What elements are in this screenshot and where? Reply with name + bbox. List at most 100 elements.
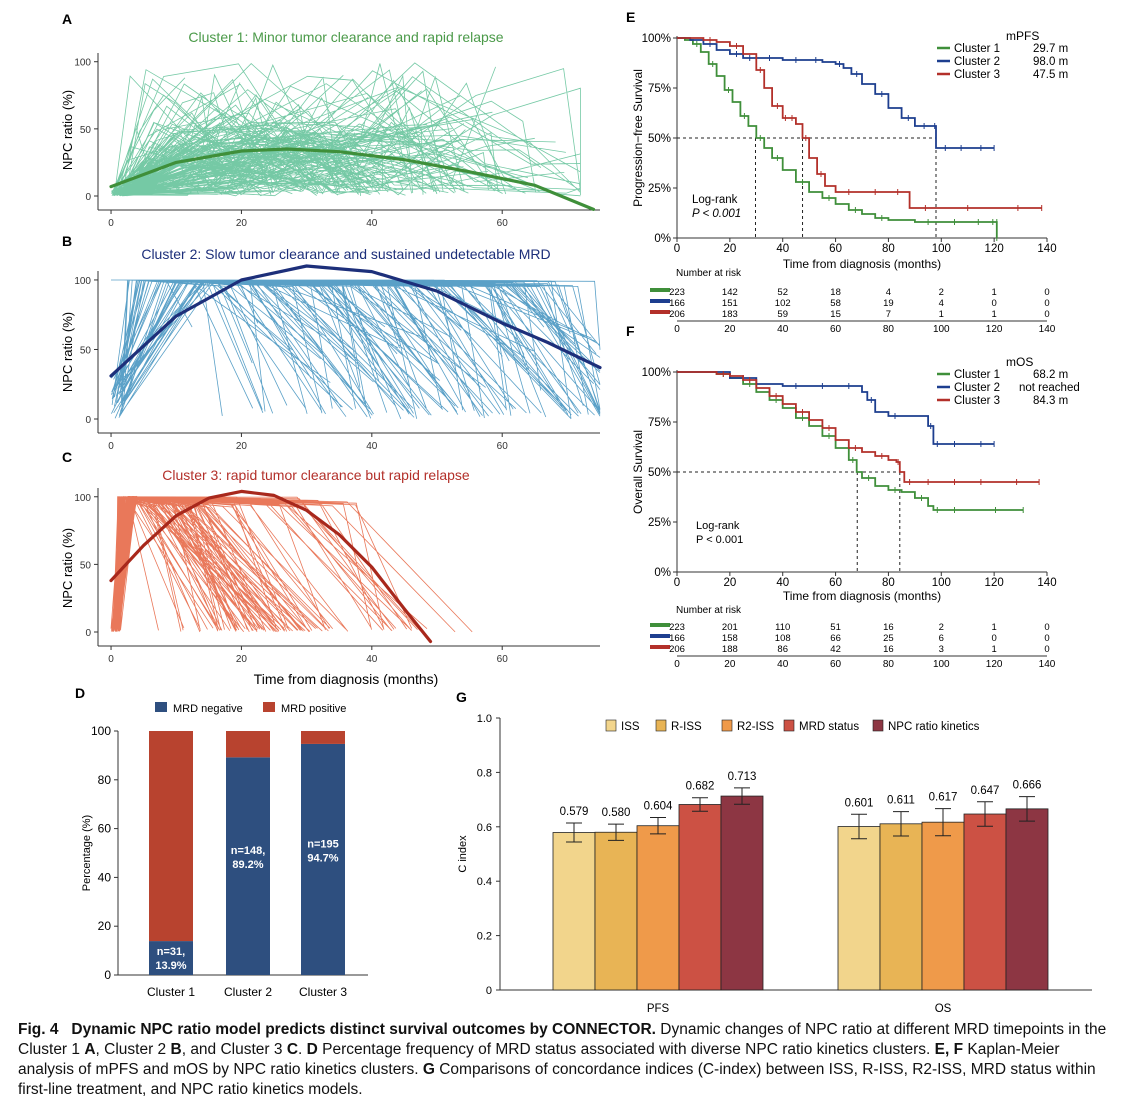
y-tick-label: 0 [486,985,492,997]
x-tick-label: 100 [932,243,951,255]
bar-value-label: 0.611 [887,795,915,807]
y-tick-label: 0 [85,415,91,426]
x-tick-label: 60 [497,218,509,229]
legend-label: R-ISS [671,721,702,733]
bar-mrd-negative [149,941,193,975]
panel-e-ylabel: Progression−free Survival [631,69,645,207]
risk-table-cell: 19 [883,298,894,309]
y-tick-label: 0 [104,968,111,982]
y-tick-label: 100% [642,33,671,45]
risk-table-swatch [650,634,670,638]
risk-table-cell: 1 [991,309,996,320]
x-tick-label: 20 [723,243,736,255]
legend-swatch [155,702,167,712]
y-axis-label: Percentage (%) [81,815,93,891]
risk-table-cell: 223 [669,287,685,298]
legend-label: Cluster 2 [954,56,1000,68]
risk-table-cell: 1 [939,309,944,320]
legend-median-value: 47.5 m [1033,69,1068,81]
x-tick-label: 0 [108,218,114,229]
bar-mrd-negative [301,743,345,975]
panel-e-p-label: P < 0.001 [692,208,741,220]
risk-table-cell: 158 [722,633,738,644]
error-bar [734,787,750,805]
risk-table-tick-label: 140 [1039,324,1056,335]
bar-value-label: 0.647 [971,785,1000,797]
panel-b-ylabel: NPC ratio (%) [60,312,75,392]
trend-line [109,147,596,211]
risk-table-cell: 0 [1044,298,1049,309]
risk-table-cell: 2 [939,622,944,633]
panel-a-title: Cluster 1: Minor tumor clearance and rap… [188,29,503,45]
bar-r2-iss [921,821,965,991]
y-tick-label: 25% [648,517,671,529]
caption-text: E, F [934,1041,964,1058]
risk-table-cell: 25 [883,633,894,644]
x-tick-label: 0 [108,654,114,665]
y-tick-label: 100 [74,58,91,69]
caption-text: Comparisons of concordance indices (C-in… [18,1061,1096,1098]
legend-swatch [263,702,275,712]
y-tick-label: 50% [648,467,671,479]
bar-iss [837,826,881,991]
bar-value-label: 0.579 [560,806,589,818]
y-tick-label: 40 [98,870,112,884]
bar-value-label: 0.713 [728,771,757,783]
risk-table-tick-label: 100 [933,659,950,670]
bar-r2-iss [636,825,680,991]
km-curve-cluster-3 [677,37,1042,209]
caption-text: G [422,1061,435,1078]
bar-value-label: 0.601 [845,797,874,809]
censor-marks [696,41,998,241]
panel-letter-f: F [626,323,635,339]
error-bar [977,801,993,827]
trajectory-lines [110,495,473,633]
y-tick-label: 0.2 [477,931,492,943]
x-tick-label: 0 [674,577,680,589]
legend-median-value: 84.3 m [1033,395,1068,407]
y-tick-label: 50 [80,345,92,356]
bar-value-label: 0.580 [602,807,631,819]
figure-caption: Fig. 4 Dynamic NPC ratio model predicts … [18,1020,1118,1100]
error-bar [935,808,951,837]
risk-table-cell: 2 [939,287,944,298]
y-tick-label: 50 [80,560,92,571]
risk-table-cell: 18 [830,287,841,298]
risk-table-tick-label: 120 [986,659,1003,670]
risk-table-cell: 0 [1044,633,1049,644]
x-tick-label: OS [935,1003,952,1015]
panel-d-plot: 0 20 40 60 80 100 Percentage (%) n=31, 13.9% Clus… [81,702,368,999]
x-tick-label: 20 [236,654,248,665]
bar-mrd-negative [226,757,270,975]
y-tick-label: 100 [74,276,91,287]
bar-value-label: 0.666 [1013,780,1042,792]
caption-text: D [306,1041,318,1058]
y-tick-label: 100 [74,493,91,504]
x-tick-label: 20 [236,218,248,229]
risk-table-cell: 7 [886,309,891,320]
y-tick-label: 100 [91,724,111,738]
legend-swatch [605,719,617,732]
x-tick-label: 20 [236,441,248,452]
bar-value-label: 0.682 [686,781,715,793]
x-tick-label: 20 [723,577,736,589]
x-tick-label: 40 [366,441,378,452]
risk-table-cell: 0 [1044,287,1049,298]
x-tick-label: 0 [108,441,114,452]
risk-table-cell: 66 [830,633,841,644]
risk-table-cell: 4 [886,287,891,298]
y-tick-label: 75% [648,83,671,95]
caption-title: Dynamic NPC ratio model predicts distinc… [71,1021,656,1038]
x-tick-label: 60 [497,441,509,452]
caption-text: Kaplan-Meier analysis of mPFS and mOS by… [18,1041,1060,1078]
risk-table-cell: 142 [722,287,738,298]
x-tick-label: 60 [497,654,509,665]
y-tick-label: 0.8 [477,767,492,779]
risk-table-cell: 52 [777,287,788,298]
risk-table-cell: 0 [1044,644,1049,655]
risk-table-tick-label: 140 [1039,659,1056,670]
y-axis-label: C index [457,835,469,873]
panel-letter-a: A [62,11,72,27]
bar-value-label: 0.617 [929,792,958,804]
